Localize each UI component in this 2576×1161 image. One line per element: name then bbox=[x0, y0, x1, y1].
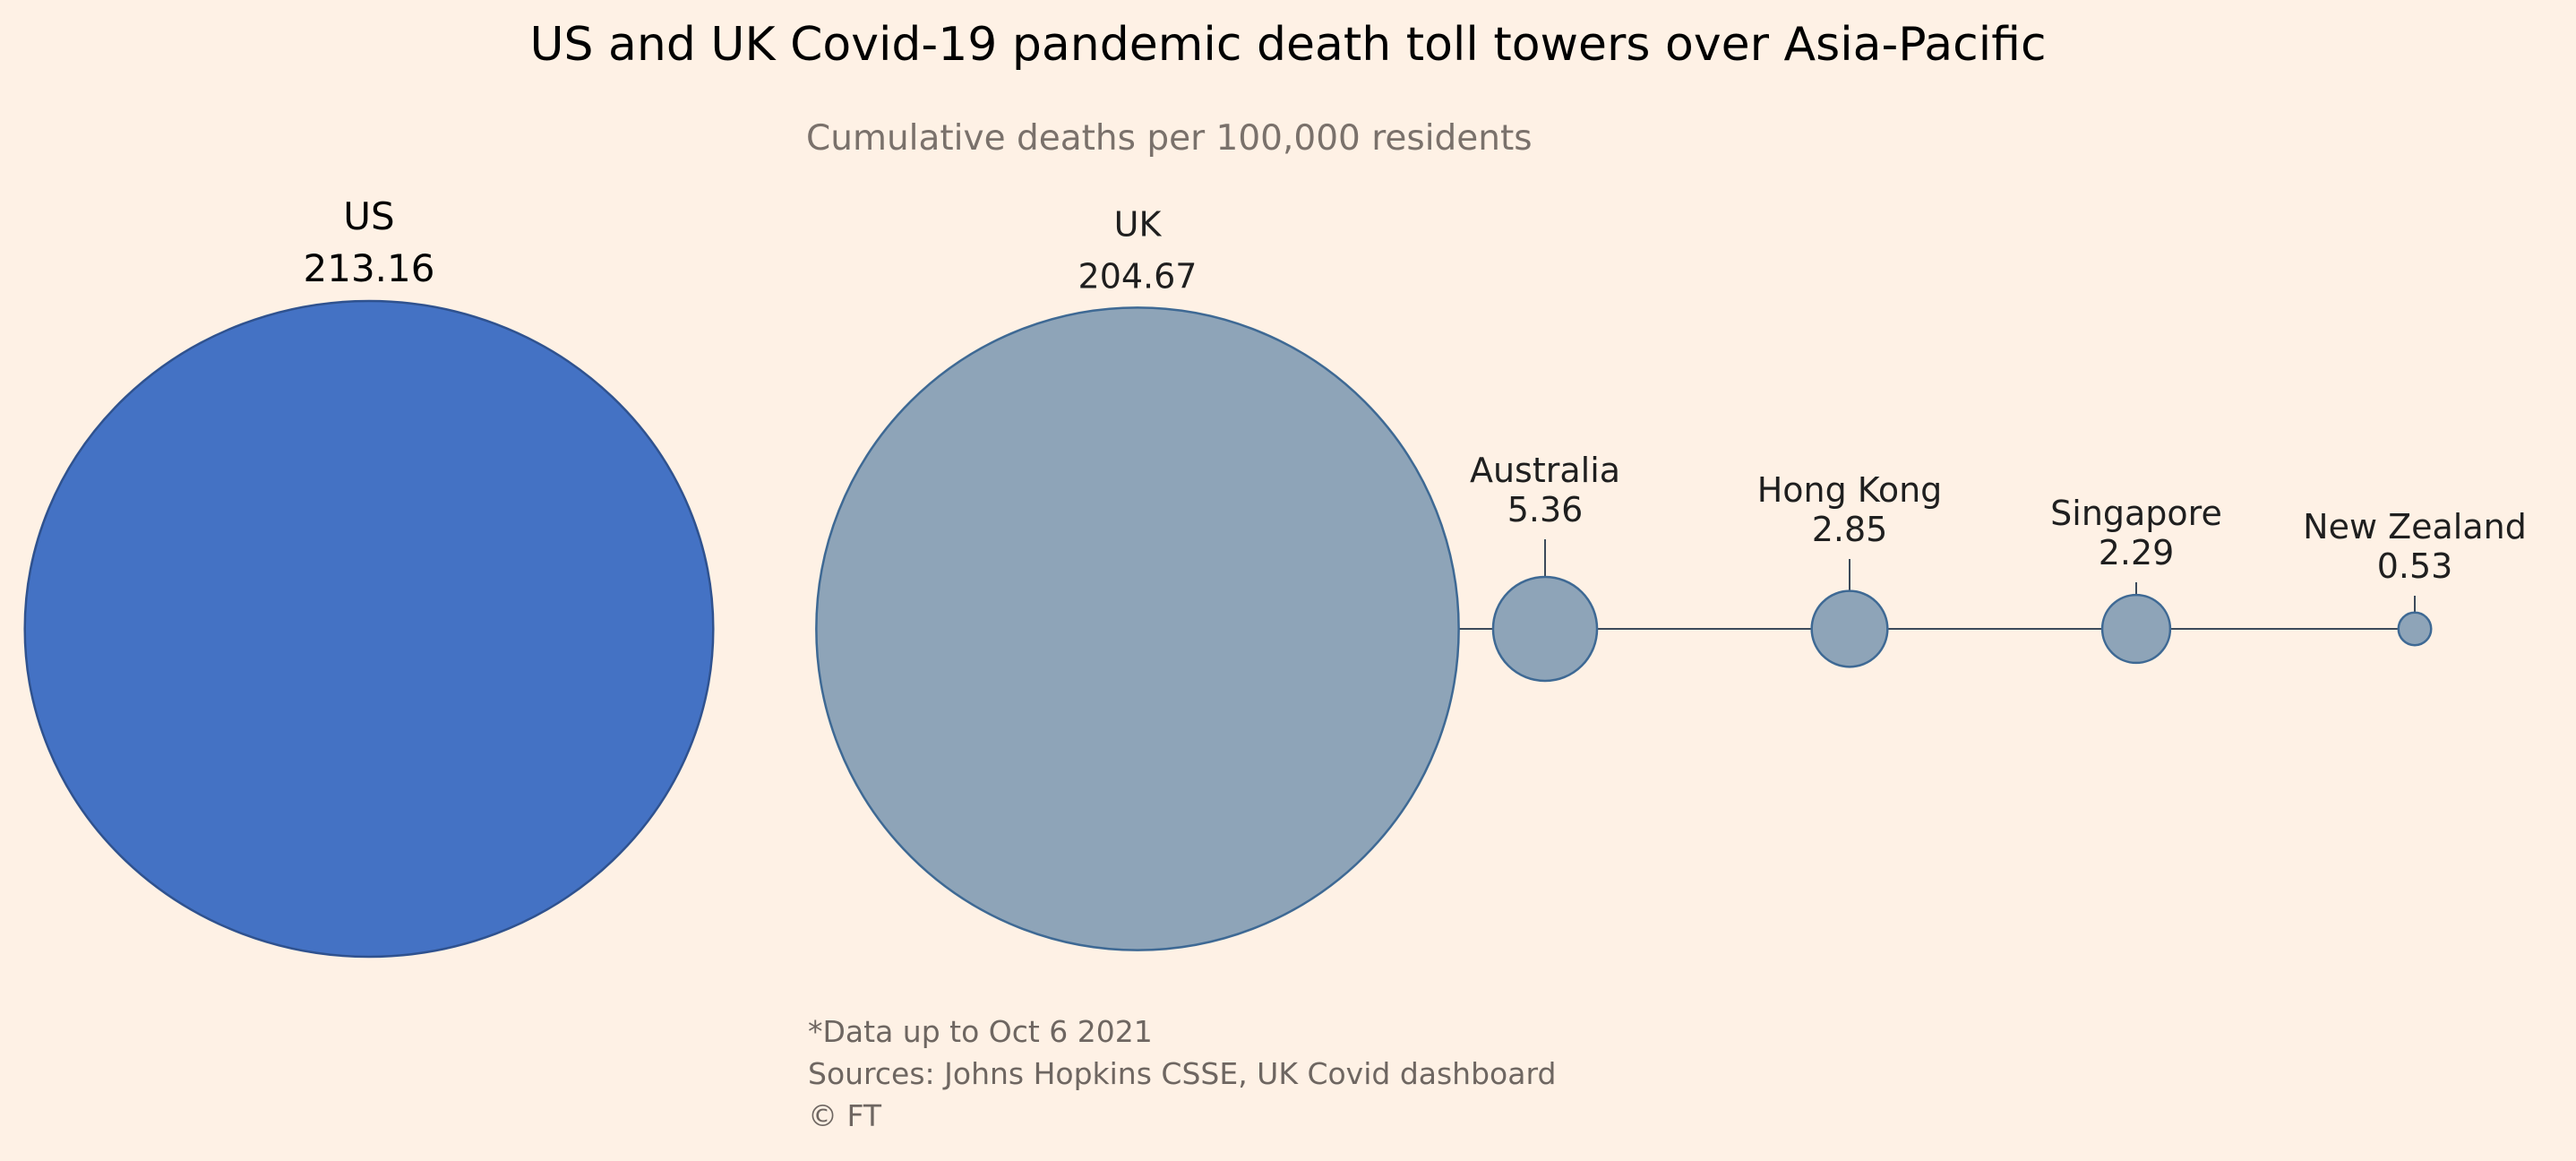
label-value-uk: 204.67 bbox=[1078, 256, 1198, 296]
label-value-new-zealand: 0.53 bbox=[2377, 546, 2453, 586]
label-value-singapore: 2.29 bbox=[2099, 533, 2175, 572]
bubble-singapore bbox=[2100, 593, 2172, 665]
label-name-uk: UK bbox=[1114, 204, 1163, 244]
bubble-hong-kong bbox=[1810, 589, 1889, 668]
bubble-australia bbox=[1491, 575, 1599, 683]
label-value-australia: 5.36 bbox=[1507, 490, 1584, 529]
footnote-data-date: *Data up to Oct 6 2021 bbox=[808, 1014, 1153, 1049]
label-name-new-zealand: New Zealand bbox=[2303, 507, 2527, 546]
bubble-uk bbox=[815, 306, 1460, 951]
label-name-singapore: Singapore bbox=[2050, 494, 2222, 533]
chart-title: US and UK Covid-19 pandemic death toll t… bbox=[529, 18, 2047, 72]
label-value-hong-kong: 2.85 bbox=[1812, 510, 1888, 549]
label-name-us: US bbox=[343, 194, 394, 238]
bubble-us bbox=[23, 299, 715, 959]
label-name-hong-kong: Hong Kong bbox=[1757, 470, 1943, 510]
label-value-us: 213.16 bbox=[304, 246, 435, 290]
bubble-new-zealand bbox=[2397, 611, 2433, 647]
footnote-copyright: © FT bbox=[808, 1098, 882, 1133]
footnote-sources: Sources: Johns Hopkins CSSE, UK Covid da… bbox=[808, 1056, 1557, 1091]
footnotes: *Data up to Oct 6 2021 Sources: Johns Ho… bbox=[808, 1010, 1556, 1137]
label-name-australia: Australia bbox=[1470, 451, 1620, 490]
chart-subtitle: Cumulative deaths per 100,000 residents bbox=[806, 118, 1533, 159]
bubble-layer bbox=[23, 299, 2433, 959]
